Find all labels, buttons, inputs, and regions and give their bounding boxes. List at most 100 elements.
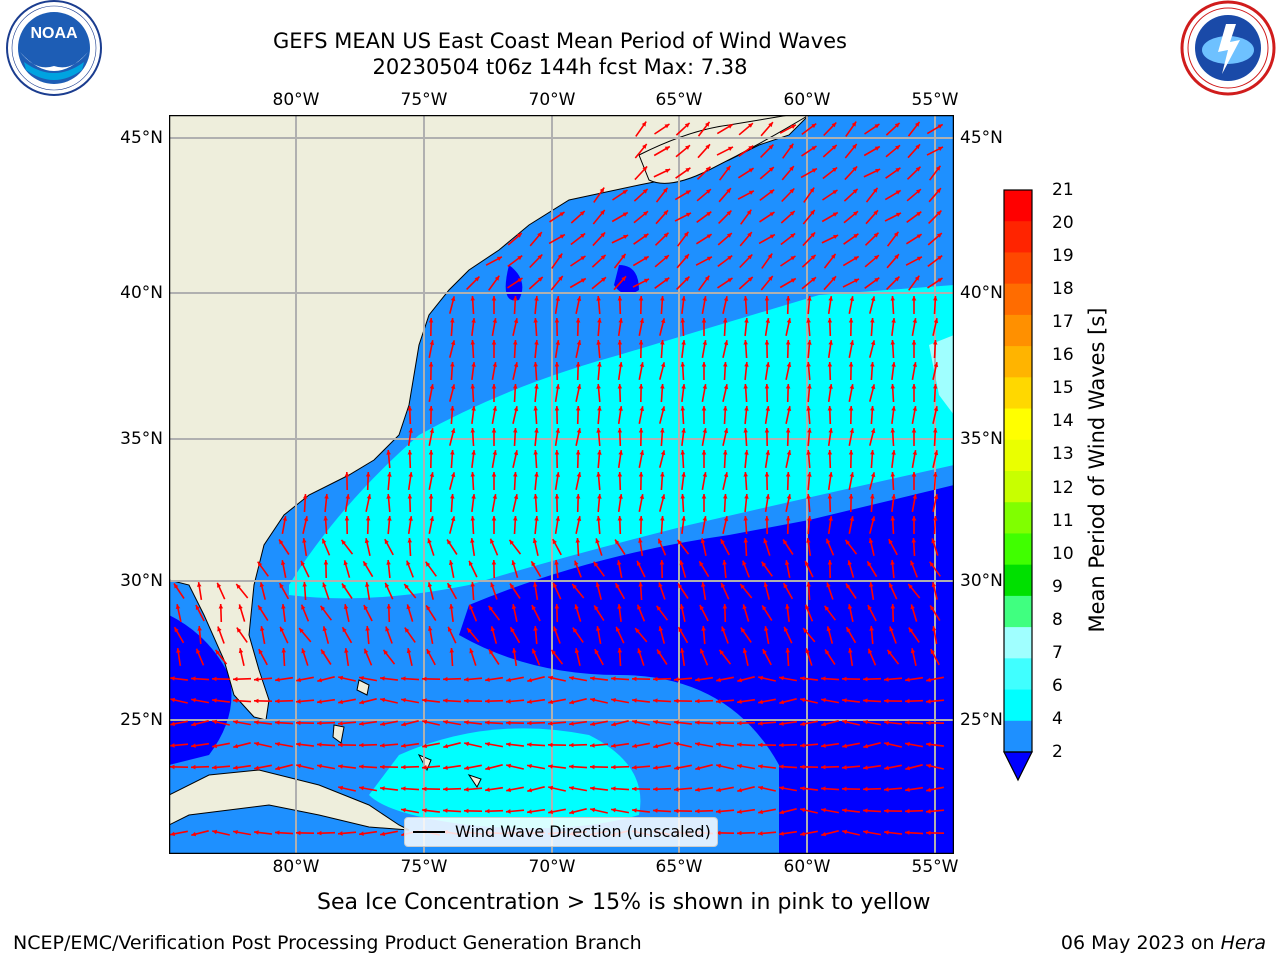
wave-arrow-head: [450, 318, 455, 323]
wave-arrow-head: [827, 318, 833, 323]
wave-arrow-head: [491, 428, 497, 433]
wave-arrow-head: [639, 362, 645, 367]
wave-arrow-head: [401, 786, 406, 791]
colorbar-segment: [1004, 346, 1032, 378]
lon-tick-bottom: 75°W: [400, 857, 448, 877]
wave-arrow-head: [450, 428, 456, 434]
wave-arrow-head: [380, 831, 385, 837]
wave-arrow-head: [695, 808, 700, 814]
colorbar-segment: [1004, 564, 1032, 597]
wave-arrow-head: [867, 605, 872, 610]
wave-arrow-head: [488, 605, 494, 611]
wave-arrow-head: [447, 583, 452, 589]
wave-arrow-head: [933, 450, 939, 456]
wave-arrow-head: [926, 742, 931, 747]
wave-arrow-head: [743, 516, 748, 521]
wave-arrow-head: [842, 676, 847, 682]
wave-arrow-head: [359, 786, 364, 791]
wave-arrow-head: [821, 808, 826, 813]
wave-arrow-head: [513, 450, 519, 456]
wave-arrow-head: [623, 235, 629, 239]
wave-arrow-head: [590, 721, 595, 727]
wave-arrow-head: [930, 649, 935, 655]
wave-arrow-head: [643, 233, 649, 239]
wave-arrow-head: [891, 318, 896, 323]
wave-arrow-head: [849, 516, 855, 521]
wave-arrow-head: [893, 231, 899, 237]
legend-line-swatch: [413, 831, 445, 833]
wave-arrow-head: [215, 649, 220, 655]
wave-arrow-head: [848, 406, 854, 411]
wave-arrow-head: [254, 720, 259, 725]
wave-arrow-head: [638, 516, 644, 521]
wave-arrow-head: [422, 676, 427, 682]
wave-arrow-head: [894, 254, 899, 260]
colorbar-segment: [1004, 408, 1032, 441]
wave-arrow-head: [932, 626, 937, 631]
wave-arrow-head: [768, 276, 773, 281]
wave-arrow-head: [744, 494, 749, 499]
wave-arrow-head: [364, 538, 370, 544]
wave-arrow-head: [702, 384, 707, 389]
wave-arrow-head: [674, 787, 679, 792]
wave-arrow-head: [890, 604, 896, 609]
wave-arrow-head: [575, 362, 581, 367]
wave-arrow-head: [762, 605, 767, 611]
wave-arrow-head: [863, 743, 869, 749]
wave-arrow-head: [660, 340, 665, 345]
wave-arrow-head: [767, 253, 773, 259]
wave-arrow-head: [516, 233, 522, 238]
wave-arrow-head: [191, 764, 196, 770]
wave-arrow-head: [680, 648, 685, 653]
wave-arrow-head: [428, 318, 434, 323]
wave-arrow-head: [764, 428, 770, 433]
footer-date-text: 06 May 2023 on: [1060, 932, 1221, 954]
wave-arrow-head: [615, 539, 620, 545]
wave-arrow-head: [910, 604, 915, 610]
wave-arrow-head: [891, 494, 896, 499]
wave-arrow-head: [800, 831, 805, 837]
wave-arrow-head: [821, 743, 826, 748]
wave-arrow-head: [407, 406, 413, 411]
wave-arrow-head: [425, 561, 431, 567]
wave-arrow-head: [406, 648, 412, 654]
wave-arrow-head: [611, 808, 616, 813]
wave-arrow-head: [618, 318, 623, 323]
colorbar-tick: 15: [1052, 378, 1074, 399]
wave-arrow-head: [737, 677, 743, 683]
colorbar-segment: [1004, 533, 1032, 566]
wave-arrow-head: [338, 699, 343, 705]
wave-arrow-head: [448, 626, 453, 632]
wave-arrow-head: [509, 539, 514, 545]
wave-arrow-head: [513, 428, 518, 433]
wave-arrow-head: [344, 648, 349, 653]
wave-arrow-head: [548, 742, 553, 748]
wave-arrow-head: [786, 362, 792, 367]
wave-arrow-head: [695, 720, 700, 725]
wave-arrow-head: [338, 675, 344, 681]
wave-arrow-head: [933, 472, 938, 477]
wave-arrow-head: [639, 494, 645, 499]
wave-arrow-head: [366, 494, 372, 499]
wave-arrow-head: [344, 472, 350, 477]
wave-arrow-head: [324, 494, 329, 499]
wave-arrow-head: [660, 318, 666, 324]
wave-arrow-head: [280, 626, 285, 632]
wave-arrow-head: [513, 340, 518, 345]
wave-arrow-head: [758, 721, 763, 726]
wave-arrow-head: [723, 406, 728, 411]
wave-arrow-head: [275, 742, 280, 747]
wave-arrow-head: [338, 721, 343, 726]
wave-arrow-head: [363, 561, 368, 567]
wave-arrow-head: [806, 582, 811, 587]
wave-arrow-head: [317, 677, 323, 683]
wave-arrow-head: [884, 741, 890, 747]
wave-arrow-head: [365, 472, 371, 477]
wave-arrow-head: [790, 124, 796, 129]
wave-arrow-head: [701, 626, 706, 631]
wave-arrow-head: [450, 384, 456, 390]
wave-arrow-head: [317, 720, 322, 726]
wave-arrow-head: [848, 648, 853, 653]
wave-arrow-head: [680, 362, 685, 367]
wave-arrow-head: [660, 384, 665, 389]
